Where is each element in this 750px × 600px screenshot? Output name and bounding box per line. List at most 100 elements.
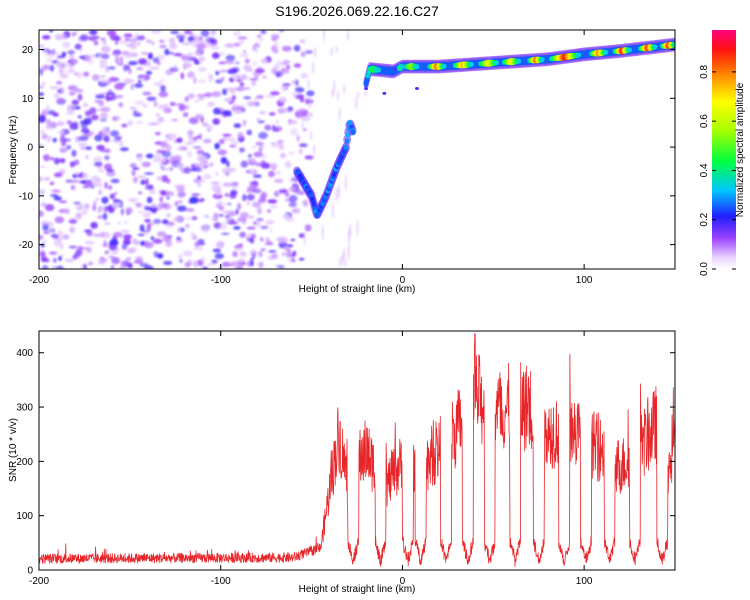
noise-blob (155, 207, 163, 211)
noise-blob (287, 248, 292, 256)
noise-blob (61, 41, 71, 49)
noise-blob (184, 262, 191, 268)
noise-blob (147, 122, 157, 126)
noise-blob (239, 251, 247, 257)
noise-blob (233, 109, 242, 114)
noise-blob (121, 123, 128, 128)
noise-blob (128, 247, 137, 252)
noise-blob (53, 236, 59, 240)
noise-blob (265, 220, 275, 225)
noise-blob (198, 97, 205, 101)
noise-blob (125, 257, 132, 261)
noise-blob (279, 152, 286, 159)
noise-blob (211, 184, 222, 192)
noise-blob (239, 231, 247, 238)
noise-blob (79, 34, 89, 41)
noise-blob (256, 218, 264, 222)
noise-blob (268, 170, 275, 178)
noise-blob (83, 102, 88, 106)
noise-streak (341, 253, 344, 267)
noise-blob (176, 186, 185, 193)
noise-blob (40, 129, 45, 134)
noise-blob (294, 87, 305, 93)
noise-blob (258, 250, 263, 258)
noise-blob (255, 68, 265, 74)
noise-blob (75, 212, 82, 220)
noise-blob (132, 167, 140, 170)
noise-blob (232, 251, 238, 258)
noise-blob (203, 173, 212, 180)
noise-blob (47, 135, 52, 142)
noise-blob (270, 91, 280, 96)
noise-blob (39, 44, 45, 48)
noise-blob (195, 163, 205, 168)
noise-streak (338, 107, 341, 122)
noise-blob (98, 259, 106, 265)
noise-blob (239, 147, 245, 153)
noise-blob (292, 250, 297, 257)
noise-blob (246, 129, 253, 136)
noise-blob (97, 54, 102, 59)
noise-blob (68, 245, 78, 249)
ridge-pulse (539, 57, 545, 62)
noise-blob (90, 114, 99, 121)
noise-blob (299, 148, 303, 155)
noise-blob (258, 131, 268, 140)
noise-blob (153, 81, 162, 87)
noise-blob (136, 35, 146, 41)
noise-blob (153, 218, 162, 224)
noise-blob (94, 99, 104, 104)
noise-blob (126, 120, 134, 126)
noise-blob (261, 225, 269, 229)
noise-blob (93, 161, 103, 167)
noise-blob (225, 216, 231, 222)
noise-blob (215, 70, 220, 76)
noise-blob (246, 226, 256, 230)
noise-blob (271, 37, 278, 42)
noise-blob (279, 189, 283, 193)
noise-blob (41, 133, 48, 140)
noise-blob (203, 138, 212, 144)
noise-blob (87, 261, 94, 266)
noise-blob (80, 265, 84, 268)
noise-streak (310, 130, 312, 141)
noise-blob (125, 207, 133, 215)
noise-blob (41, 265, 49, 269)
noise-blob (279, 30, 285, 33)
noise-blob (297, 108, 307, 115)
noise-blob (251, 80, 256, 87)
noise-blob (118, 102, 124, 108)
noise-blob (91, 175, 100, 183)
noise-blob (197, 66, 207, 72)
noise-blob (271, 45, 276, 52)
noise-blob (58, 230, 63, 237)
noise-blob (145, 39, 153, 44)
noise-blob (92, 204, 96, 212)
noise-blob (102, 243, 109, 247)
noise-blob (64, 138, 72, 142)
noise-blob (257, 34, 261, 38)
noise-blob (127, 79, 135, 84)
noise-blob (229, 144, 237, 148)
noise-blob (49, 86, 59, 90)
noise-blob (262, 75, 267, 79)
ridge-core (345, 132, 351, 138)
noise-blob (122, 64, 129, 72)
noise-blob (68, 91, 76, 96)
noise-blob (54, 33, 64, 41)
snr-y-axis-label: SNR (10 * v/v) (8, 418, 19, 482)
noise-blob (166, 144, 172, 152)
spectrogram-frame (38, 29, 676, 270)
noise-blob (177, 205, 187, 212)
y-tick-label: -20 (19, 240, 34, 251)
noise-blob (131, 170, 136, 177)
noise-blob (80, 146, 87, 150)
noise-blob (83, 71, 90, 77)
y-tick-label: 100 (16, 511, 33, 522)
noise-blob (176, 147, 183, 151)
noise-blob (298, 233, 305, 239)
spectrogram-x-axis-label: Height of straight line (km) (299, 284, 416, 295)
noise-blob (144, 218, 151, 223)
noise-blob (197, 239, 205, 243)
noise-blob (256, 220, 261, 228)
